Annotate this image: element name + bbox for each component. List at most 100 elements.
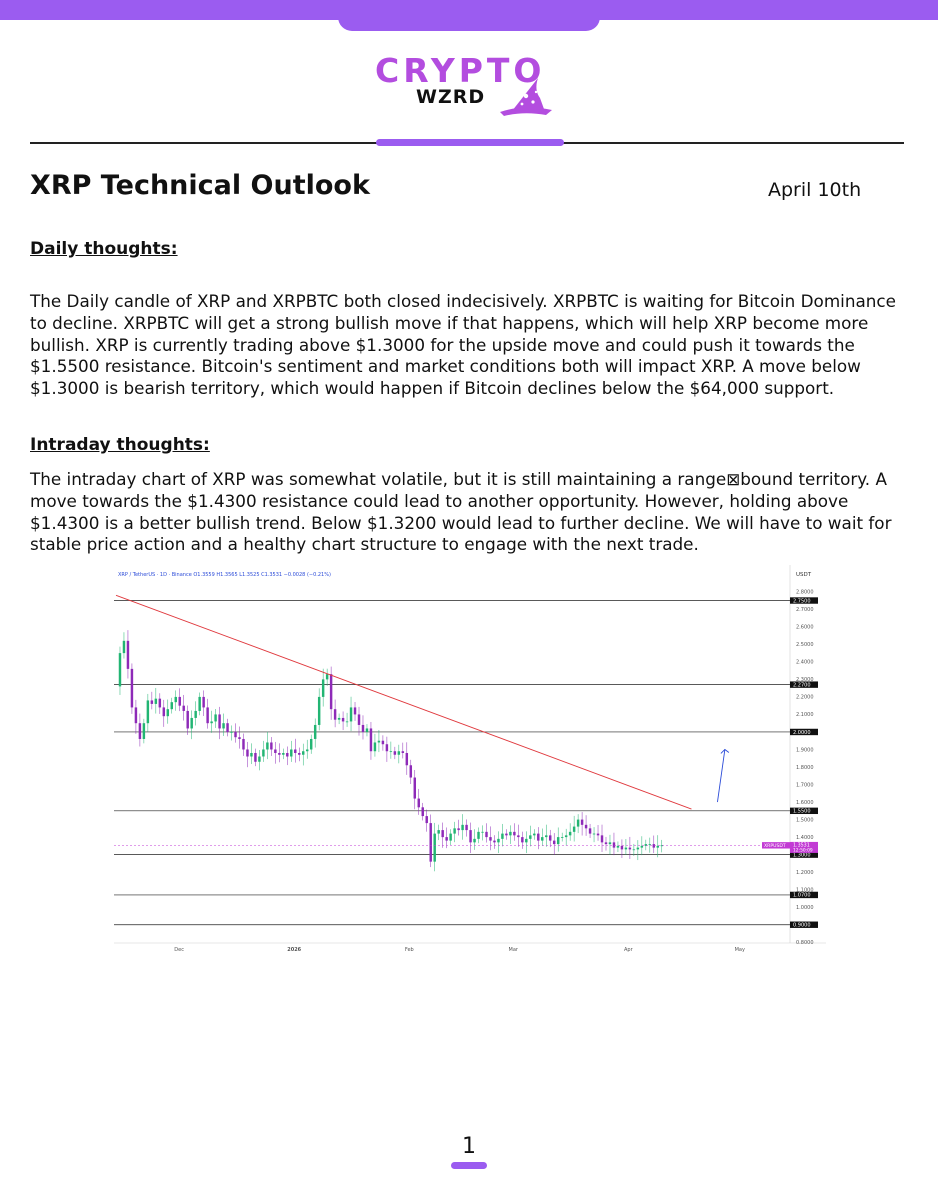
level-tag	[790, 891, 818, 899]
candle-body	[572, 826, 576, 832]
level-tag	[790, 597, 818, 604]
candle-body	[393, 751, 397, 755]
candle-body	[624, 847, 628, 850]
candle-body	[537, 833, 540, 841]
candle-body	[600, 835, 604, 843]
candle-body	[425, 816, 428, 824]
x-tick-label: Dec	[174, 947, 184, 953]
candle-body	[501, 833, 504, 839]
level-tag-label: 0.9000	[793, 923, 811, 929]
candle-body	[437, 830, 440, 834]
candle-body	[341, 717, 345, 722]
candle-body	[413, 777, 417, 799]
candle-body	[457, 828, 460, 831]
candle-body	[154, 698, 158, 704]
candle-body	[612, 842, 616, 848]
y-tick-label: 1.9000	[796, 747, 814, 753]
candle-body	[429, 823, 432, 862]
candle-body	[226, 723, 229, 732]
candle-body	[138, 723, 142, 739]
candle-body	[481, 831, 484, 833]
candle-body	[604, 842, 608, 845]
candle-body	[282, 752, 285, 755]
intraday-paragraph: The intraday chart of XRP was somewhat v…	[30, 469, 892, 555]
candle-body	[397, 751, 401, 755]
candle-body	[461, 824, 464, 831]
candle-body	[118, 653, 122, 687]
candle-body	[568, 831, 572, 836]
header-divider-accent	[376, 139, 564, 146]
level-tag-label: 2.2700	[793, 682, 811, 688]
candle-body	[146, 700, 150, 724]
candle-body	[357, 714, 361, 725]
candle-body	[509, 831, 512, 836]
logo-wordmark: CRYPTO	[375, 51, 546, 90]
candle-body	[497, 838, 500, 843]
candle-body	[278, 752, 281, 755]
descending-trendline	[115, 594, 692, 810]
candle-body	[489, 837, 492, 841]
candle-body	[182, 705, 185, 711]
candle-body	[230, 731, 233, 733]
level-tag	[790, 728, 818, 736]
y-tick-label: 1.6000	[796, 800, 814, 806]
wizard-hat-icon	[500, 78, 552, 116]
candle-body	[218, 714, 221, 729]
page-number-accent	[451, 1162, 487, 1169]
level-tag	[790, 681, 818, 688]
candle-body	[174, 696, 177, 703]
candle-body	[608, 842, 612, 845]
y-tick-label: 2.6000	[796, 625, 814, 631]
x-tick-label: Mar	[509, 947, 519, 953]
candle-body	[417, 798, 420, 808]
candle-body	[660, 845, 663, 847]
candle-body	[210, 721, 213, 724]
candle-body	[206, 707, 209, 724]
candle-body	[286, 752, 289, 757]
candle-body	[517, 835, 520, 838]
y-tick-label: 1.0000	[796, 905, 814, 911]
y-tick-label: 1.1000	[796, 887, 814, 893]
candle-body	[305, 749, 309, 752]
candle-body	[640, 845, 644, 848]
top-accent-tab	[338, 0, 600, 31]
candle-body	[453, 828, 456, 834]
candle-body	[592, 833, 596, 835]
candle-body	[122, 640, 126, 654]
candle-body	[564, 835, 568, 838]
y-tick-label: 2.5000	[796, 642, 814, 648]
y-tick-label: 1.5000	[796, 817, 814, 823]
candle-body	[333, 709, 337, 720]
level-tag	[790, 921, 818, 928]
y-tick-label: 2.7000	[796, 607, 814, 613]
candle-body	[377, 740, 381, 743]
page-title: XRP Technical Outlook	[30, 170, 370, 201]
x-tick-label: Apr	[624, 947, 634, 953]
y-tick-label: 2.8000	[796, 590, 814, 596]
candle-body	[648, 844, 652, 845]
candle-body	[345, 721, 349, 723]
candle-body	[162, 707, 166, 717]
candle-body	[298, 752, 301, 755]
y-tick-label: 0.8000	[796, 940, 814, 946]
level-tag-label: 2.0000	[793, 730, 811, 736]
candle-body	[202, 696, 205, 708]
candle-body	[389, 751, 393, 753]
candle-body	[234, 731, 237, 738]
y-tick-label: 1.2000	[796, 870, 814, 876]
candle-body	[130, 668, 134, 708]
candle-body	[525, 838, 528, 843]
candle-body	[361, 724, 365, 732]
candle-body	[262, 749, 265, 757]
candle-body	[337, 717, 341, 720]
candle-body	[150, 700, 154, 704]
candle-body	[505, 833, 508, 836]
candle-body	[493, 840, 496, 843]
x-tick-label: Feb	[405, 947, 414, 953]
candle-body	[584, 824, 588, 829]
y-tick-label: 1.4000	[796, 835, 814, 841]
daily-paragraph: The Daily candle of XRP and XRPBTC both …	[30, 291, 896, 399]
candle-body	[126, 640, 130, 669]
candle-body	[134, 707, 138, 724]
candle-body	[242, 738, 245, 750]
